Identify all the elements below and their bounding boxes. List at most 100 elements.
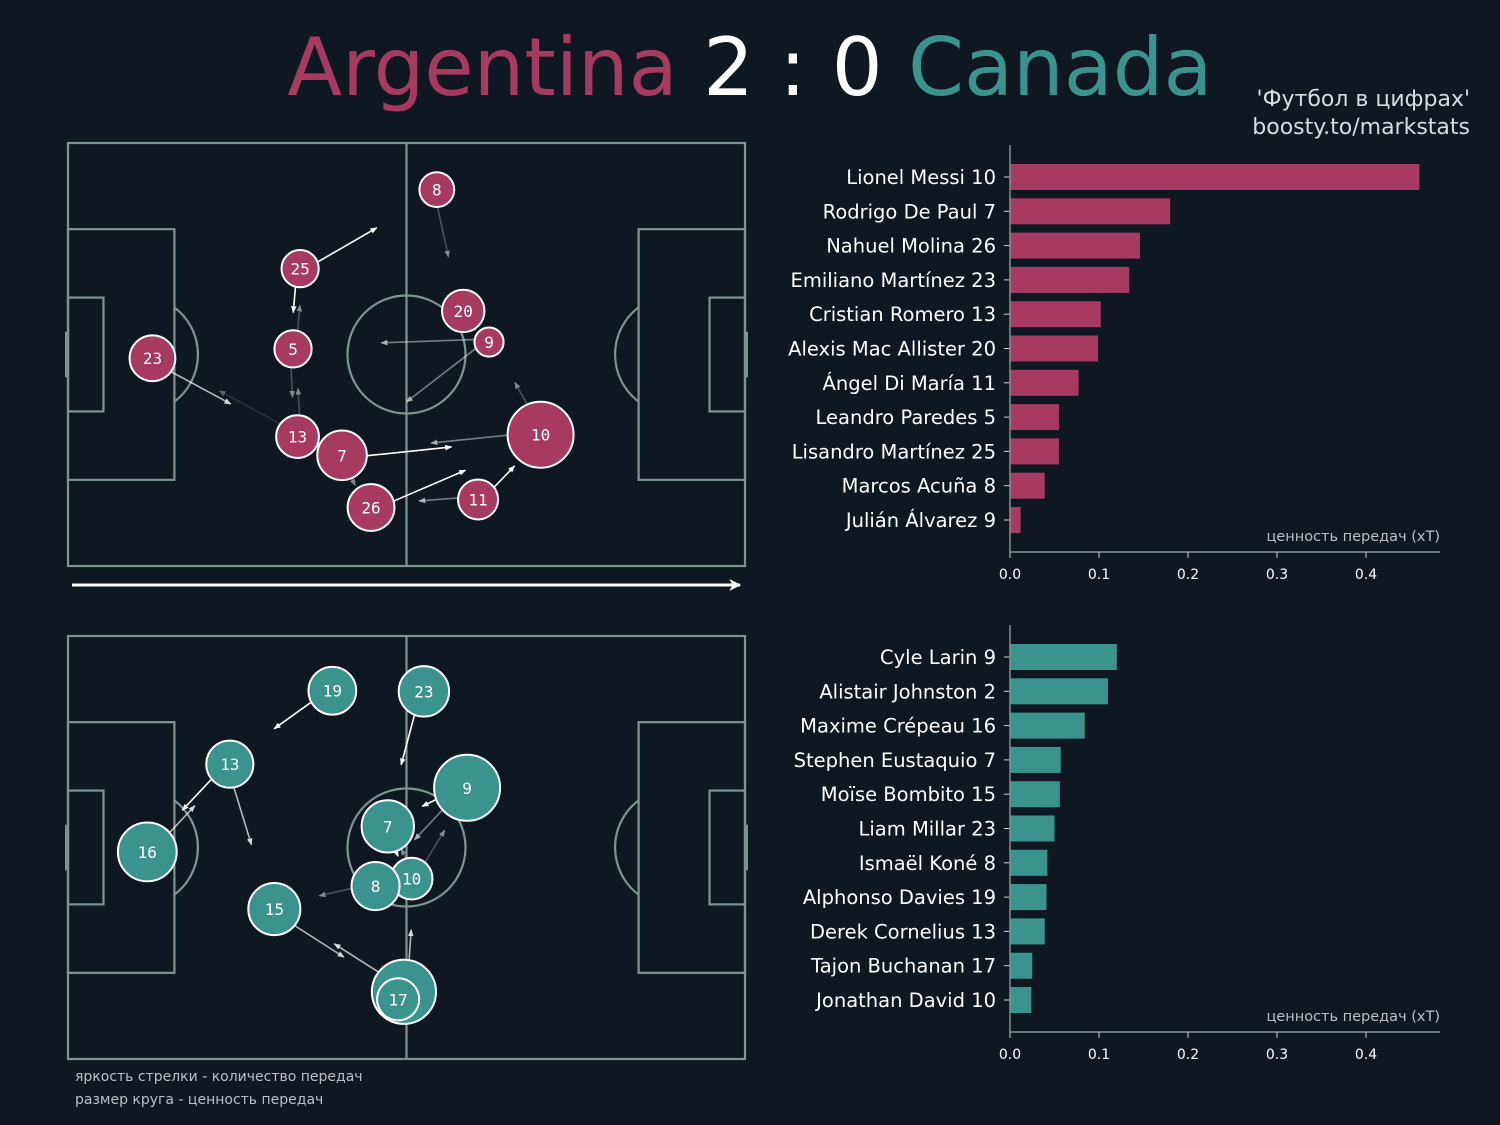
bar [1010, 335, 1099, 362]
player-number: 9 [484, 333, 494, 352]
pass-arrow [317, 227, 378, 263]
player-label: Moïse Bombito 15 [821, 783, 996, 806]
bars: Cyle Larin 9 Alistair Johnston 2 Maxime Cr… [794, 644, 1117, 1013]
bar [1010, 746, 1061, 773]
player-label: Nahuel Molina 26 [826, 235, 996, 258]
player-number: 11 [468, 490, 487, 509]
pass-arrow [514, 381, 528, 405]
player-label: Cristian Romero 13 [809, 303, 996, 326]
x-tick-label: 0.4 [1355, 1047, 1377, 1063]
player-circle [116, 821, 178, 883]
player-label: Cyle Larin 9 [880, 646, 996, 669]
player-number: 19 [323, 682, 342, 701]
player-node: 9 [433, 753, 502, 822]
player-number: 9 [462, 779, 472, 798]
player-number: 25 [290, 260, 309, 279]
pass-arrow [380, 338, 475, 346]
x-ticks: 0.0 0.1 0.2 0.3 0.4 [999, 1032, 1377, 1063]
player-node: 23 [397, 665, 451, 718]
left-goal [65, 331, 68, 378]
player-node: 26 [346, 483, 396, 532]
right-penalty-arc [613, 799, 640, 896]
pass-arrow [418, 497, 458, 504]
player-label: Julián Álvarez 9 [844, 509, 996, 532]
bar [1010, 987, 1032, 1013]
bar [1010, 266, 1130, 293]
x-axis-label: ценность передач (xT) [1266, 1009, 1440, 1025]
pass-arrow [169, 805, 196, 834]
player-number: 7 [383, 817, 393, 836]
centre-circle [346, 294, 467, 415]
player-label: Leandro Paredes 5 [816, 406, 996, 429]
player-circle [457, 478, 500, 521]
player-node: 10 [389, 856, 434, 901]
bar [1010, 952, 1033, 979]
bar [1010, 678, 1108, 705]
pass-arrow [393, 469, 467, 502]
pass-arrow [424, 829, 446, 863]
player-circle [346, 483, 396, 532]
x-tick-label: 0.3 [1266, 567, 1288, 583]
player-number: 15 [265, 900, 284, 919]
player-node: 20 [441, 288, 486, 334]
player-circle [280, 249, 320, 289]
pass-arrow [295, 387, 302, 416]
pass-arrow [405, 347, 477, 403]
bar [1010, 472, 1045, 499]
pass-arrow [170, 371, 232, 405]
player-node: 8 [418, 171, 456, 209]
player-number: 23 [414, 682, 433, 701]
player-number: 5 [288, 340, 298, 359]
player-node: 5 [273, 329, 313, 369]
bar [1010, 918, 1045, 945]
player-label: Maxime Crépeau 16 [800, 715, 996, 738]
pass-arrow [218, 390, 281, 425]
players: 8 25 20 9 5 23 13 10 7 26 11 [128, 171, 575, 532]
bar [1010, 781, 1060, 808]
right-goal [745, 824, 748, 871]
x-tick-label: 0.4 [1355, 567, 1377, 583]
credit: 'Футбол в цифрах' boosty.to/markstats [1252, 86, 1470, 142]
player-label: Derek Cornelius 13 [810, 920, 996, 943]
bar [1010, 884, 1047, 911]
pass-arrow [296, 304, 303, 331]
player-number: 13 [220, 755, 239, 774]
players: 192313971610815217 [116, 665, 502, 1025]
right-penalty-area [637, 721, 747, 974]
match-title: Argentina 2 : 0 Canada [0, 22, 1500, 114]
bar [1010, 712, 1085, 739]
player-circle [316, 429, 368, 482]
x-tick-label: 0.2 [1177, 567, 1199, 583]
argentina-pass-value-bar-chart: Lionel Messi 10 Rodrigo De Paul 7 Nahuel M… [788, 145, 1440, 583]
left-goal [65, 824, 68, 871]
pass-arrow [273, 701, 312, 730]
bar [1010, 438, 1059, 465]
player-node: 23 [128, 334, 177, 383]
pass-arrow [421, 798, 437, 808]
pass-arrow [289, 367, 295, 398]
player-number: 7 [337, 446, 347, 465]
bar [1010, 369, 1079, 396]
player-node: 7 [360, 799, 415, 854]
player-label: Ángel Di María 11 [823, 372, 997, 395]
player-circle [506, 400, 575, 469]
player-circle [205, 739, 255, 789]
pass-arrow [430, 434, 508, 446]
bar [1010, 232, 1140, 259]
home-team-name: Argentina [287, 21, 678, 114]
pass-arrow [233, 787, 253, 846]
credit-url: boosty.to/markstats [1252, 115, 1470, 140]
canada-pass-value-bar-chart: Cyle Larin 9 Alistair Johnston 2 Maxime Cr… [794, 625, 1440, 1063]
arrow-brightness-note: яркость стрелки - количество передач [75, 1069, 363, 1085]
player-label: Ismaël Koné 8 [859, 852, 996, 875]
pass-arrow [349, 477, 357, 487]
centre-circle [346, 787, 467, 908]
pass-arrows [170, 207, 528, 504]
pass-arrow [318, 887, 352, 898]
canada-pass-network: 192313971610815217 [65, 634, 748, 1061]
player-circle [433, 753, 502, 822]
player-label: Liam Millar 23 [859, 818, 996, 841]
argentina-pass-network: 8 25 20 9 5 23 13 10 7 26 11 [65, 141, 748, 591]
player-number: 13 [288, 428, 307, 447]
player-circle [376, 977, 421, 1022]
